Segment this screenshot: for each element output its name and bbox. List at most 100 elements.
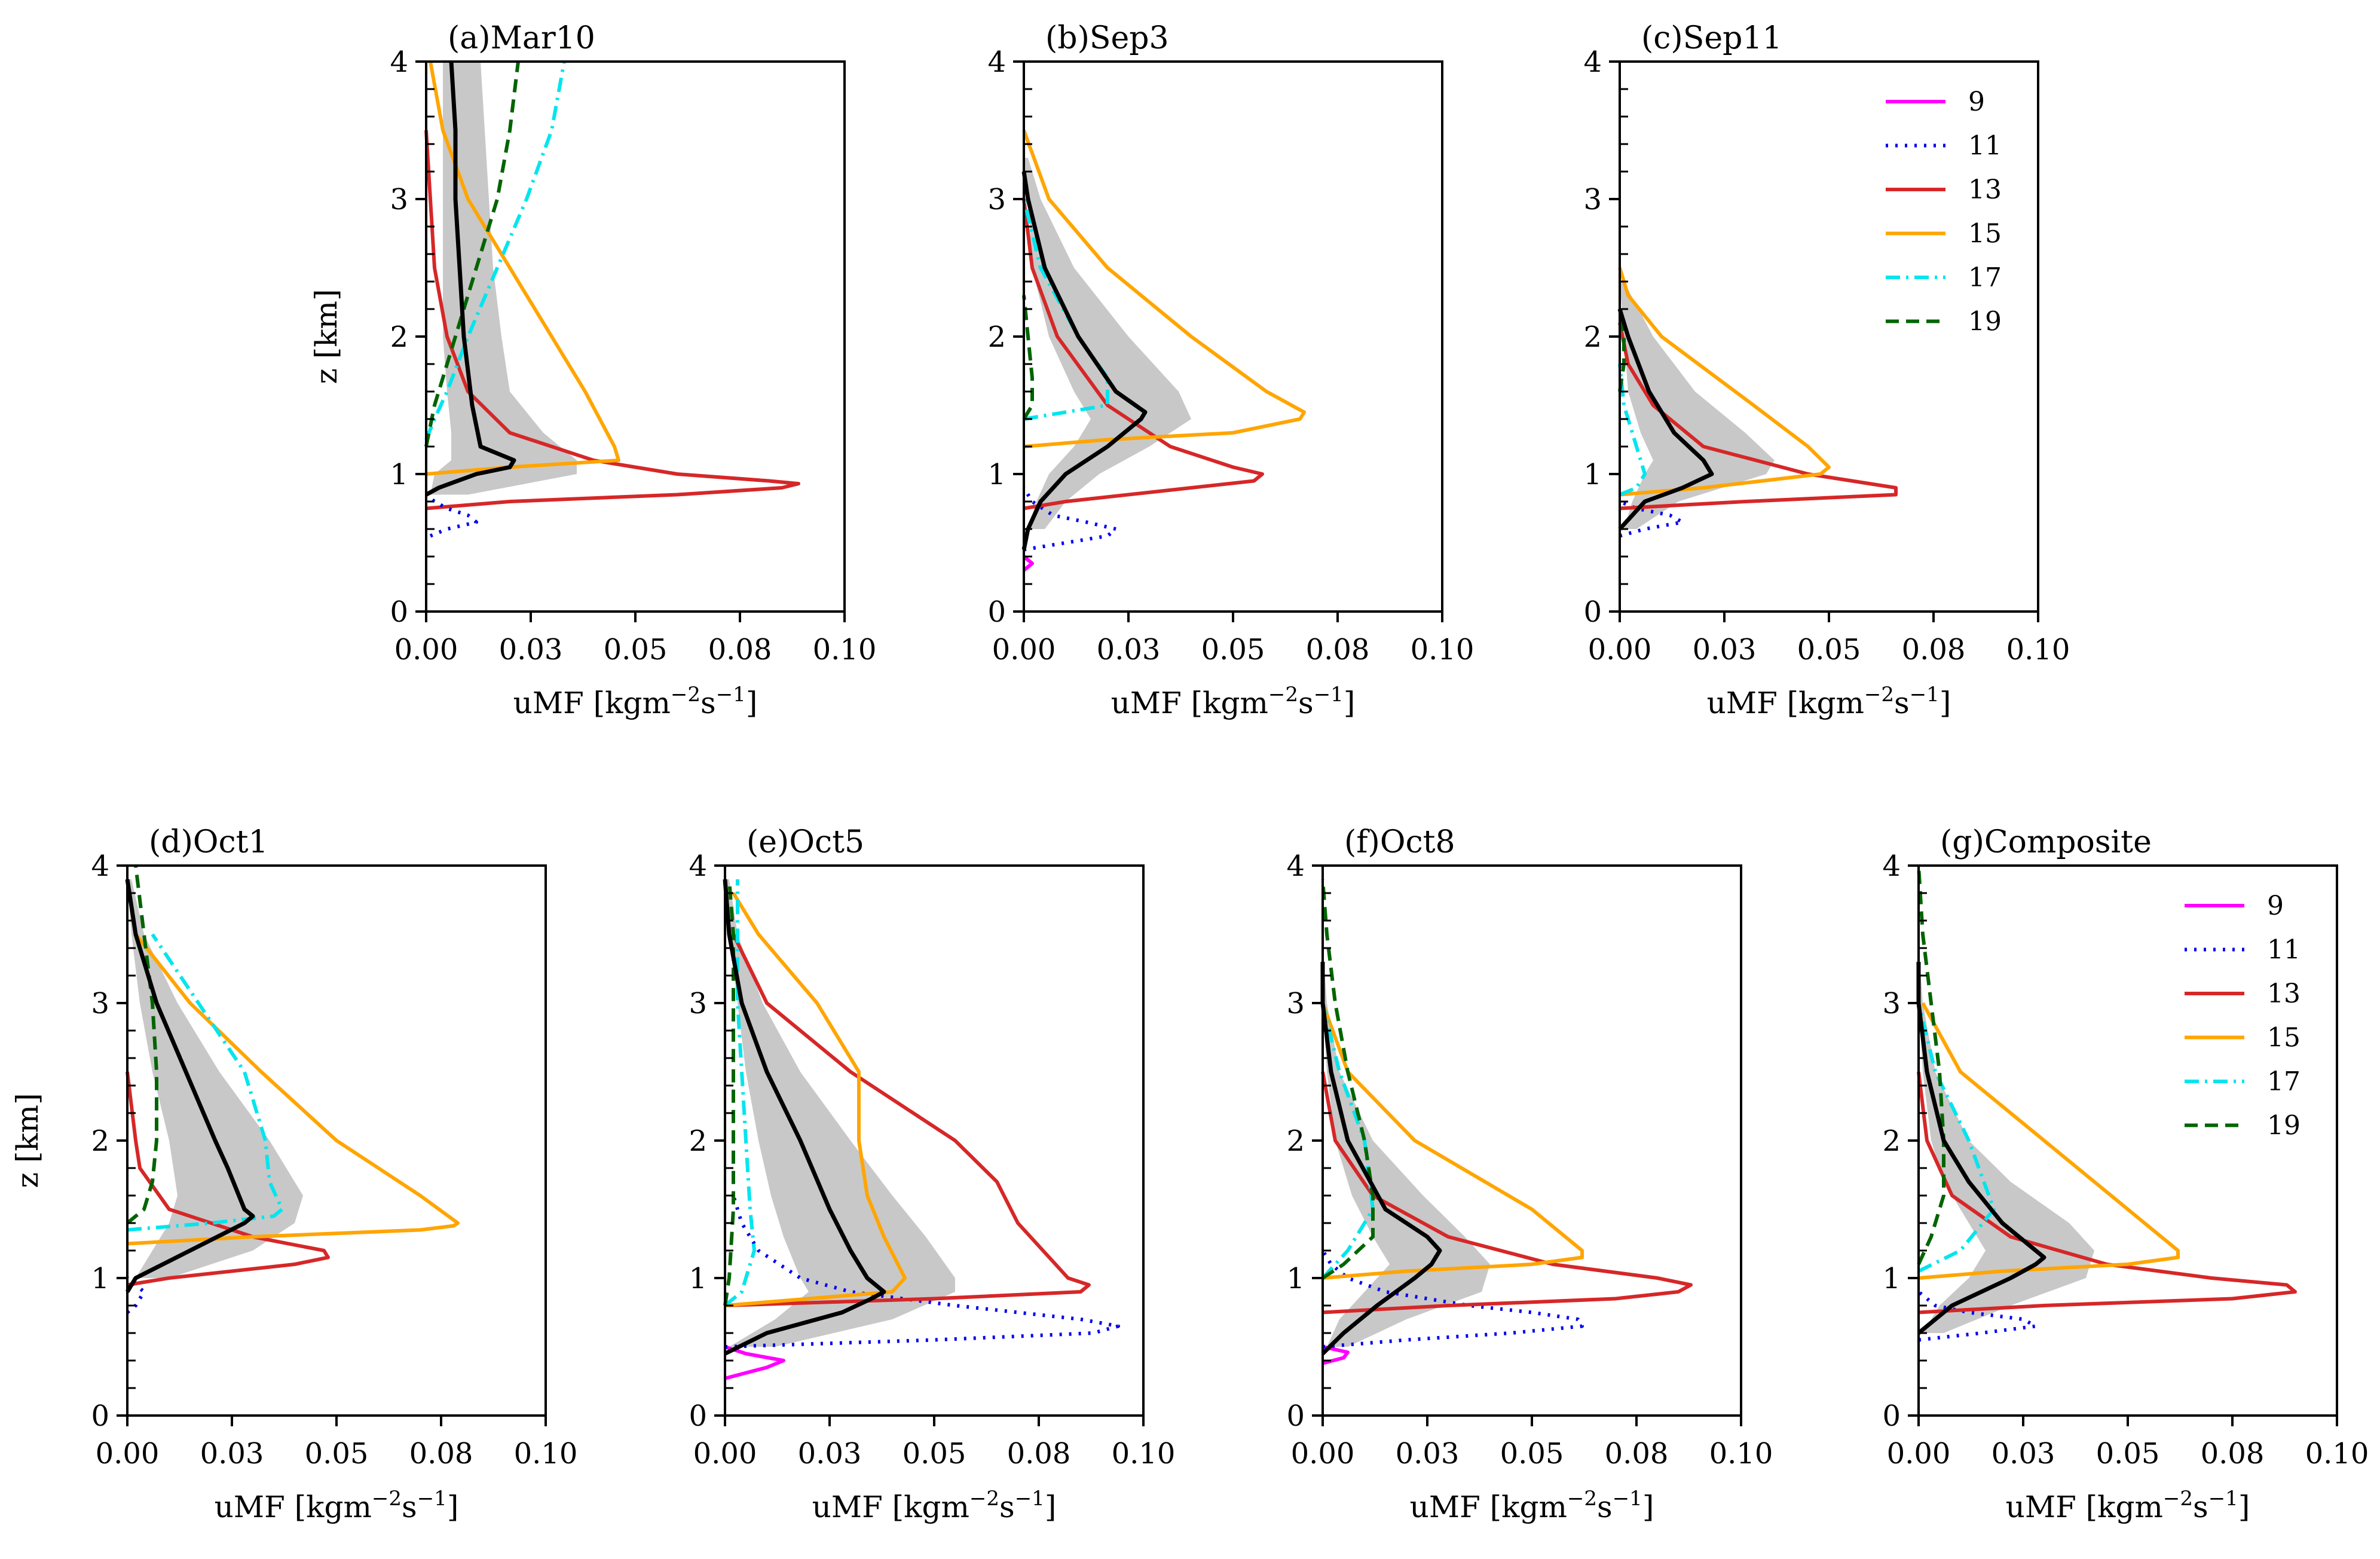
x-tick-label: 0.05 xyxy=(1500,1437,1564,1471)
x-tick-label: 0.00 xyxy=(1291,1437,1355,1471)
panel-5: 0 1 2 3 4 0.00 0.03 0.05 0.08 0.10 (e)Oct5 uMF [kgm… xyxy=(689,824,1175,1524)
series-line-15 xyxy=(127,933,460,1246)
panel-title: (e)Oct5 xyxy=(747,824,864,860)
series-line-15 xyxy=(1918,1002,2180,1280)
series-line-9 xyxy=(724,1345,785,1380)
panel-4: 0 1 2 3 4 0.00 0.03 0.05 0.08 0.10 (d)Oct1 uMF [kgm… xyxy=(10,824,577,1524)
y-tick-label: 4 xyxy=(1583,45,1602,79)
x-tick-label: 0.08 xyxy=(1306,633,1370,667)
x-tick-label: 0.10 xyxy=(514,1437,578,1471)
x-tick-label: 0.08 xyxy=(708,633,772,667)
panel-1: 0 1 2 3 4 0.00 0.03 0.05 0.08 0.10 (a)Mar10 uMF [kg… xyxy=(309,20,876,720)
series-line-13 xyxy=(1321,1071,1693,1315)
y-tick-label: 4 xyxy=(1882,849,1901,883)
mean-line xyxy=(723,879,886,1356)
y-tick-label: 1 xyxy=(987,458,1006,491)
y-tick-label: 3 xyxy=(987,183,1006,216)
y-tick-label: 3 xyxy=(91,987,109,1020)
spread-band xyxy=(1919,948,2094,1333)
legend-label: 17 xyxy=(1968,262,2002,293)
legend-label: 19 xyxy=(1968,307,2002,337)
legend-label: 9 xyxy=(1968,87,1985,117)
legend-label: 15 xyxy=(2267,1023,2301,1053)
y-tick-label: 4 xyxy=(1286,849,1305,883)
legend-label: 11 xyxy=(2267,935,2301,965)
y-tick-label: 2 xyxy=(689,1124,707,1158)
y-tick-label: 2 xyxy=(91,1124,109,1158)
y-tick-label: 0 xyxy=(91,1399,109,1433)
x-tick-label: 0.03 xyxy=(1992,1437,2055,1471)
mean-line xyxy=(1916,962,2046,1335)
panel-6: 0 1 2 3 4 0.00 0.03 0.05 0.08 0.10 (f)Oct8 uMF [kgm… xyxy=(1286,824,1773,1524)
mean-line xyxy=(425,61,516,497)
y-tick-label: 0 xyxy=(987,595,1006,629)
y-tick-label: 3 xyxy=(1286,987,1305,1020)
legend: 9 11 13 15 17 19 xyxy=(2185,891,2301,1141)
y-tick-label: 4 xyxy=(689,849,707,883)
mean-line xyxy=(1021,171,1148,551)
x-axis-label: uMF [kgm−2s−1] xyxy=(215,1487,459,1524)
x-tick-label: 0.00 xyxy=(96,1437,160,1471)
y-axis-label: z [km] xyxy=(309,289,344,384)
x-tick-label: 0.03 xyxy=(499,633,563,667)
x-tick-label: 0.10 xyxy=(1411,633,1475,667)
series-line-19 xyxy=(1321,879,1375,1280)
series-line-15 xyxy=(1022,129,1306,448)
series-line-19 xyxy=(1917,865,1945,1265)
series-line-15 xyxy=(724,892,907,1307)
y-axis-label: z [km] xyxy=(10,1093,45,1188)
y-tick-label: 3 xyxy=(689,987,707,1020)
legend-label: 19 xyxy=(2267,1111,2301,1141)
x-axis-label: uMF [kgm−2s−1] xyxy=(513,683,758,720)
y-tick-label: 0 xyxy=(1583,595,1602,629)
panel-title: (c)Sep11 xyxy=(1641,20,1782,56)
series-line-17 xyxy=(1917,1002,1996,1273)
series-line-13 xyxy=(424,130,800,511)
legend-label: 17 xyxy=(2267,1066,2301,1097)
series-line-15 xyxy=(1321,1002,1584,1280)
series-line-9 xyxy=(1023,555,1034,572)
x-tick-label: 0.03 xyxy=(1693,633,1757,667)
y-tick-label: 1 xyxy=(689,1262,707,1295)
spread-band xyxy=(127,879,303,1278)
series-line-11 xyxy=(425,493,478,538)
series-line-17 xyxy=(724,879,756,1307)
legend-label: 11 xyxy=(1968,131,2002,161)
x-tick-label: 0.08 xyxy=(1902,633,1966,667)
x-tick-label: 0.10 xyxy=(1112,1437,1176,1471)
series-line-11 xyxy=(724,1195,1120,1349)
x-tick-label: 0.00 xyxy=(992,633,1056,667)
panel-title: (b)Sep3 xyxy=(1045,20,1169,56)
y-tick-label: 0 xyxy=(689,1399,707,1433)
legend-label: 9 xyxy=(2267,891,2284,921)
series-line-19 xyxy=(126,865,158,1225)
y-tick-label: 4 xyxy=(987,45,1006,79)
x-tick-label: 0.03 xyxy=(200,1437,264,1471)
x-tick-label: 0.10 xyxy=(2006,633,2070,667)
panel-3: 0 1 2 3 4 0.00 0.03 0.05 0.08 0.10 (c)Sep11 uMF [kg… xyxy=(1583,20,2070,720)
x-tick-label: 0.05 xyxy=(305,1437,369,1471)
mean-line xyxy=(1320,962,1442,1355)
y-tick-label: 0 xyxy=(1286,1399,1305,1433)
x-axis-label: uMF [kgm−2s−1] xyxy=(2006,1487,2250,1524)
y-tick-label: 4 xyxy=(390,45,408,79)
legend-label: 15 xyxy=(1968,219,2002,249)
panel-title: (f)Oct8 xyxy=(1344,824,1455,860)
series-line-13 xyxy=(724,933,1091,1307)
x-tick-label: 0.10 xyxy=(2305,1437,2369,1471)
spread-band xyxy=(430,62,577,495)
x-axis-label: uMF [kgm−2s−1] xyxy=(1707,683,1951,720)
x-axis-label: uMF [kgm−2s−1] xyxy=(1410,1487,1654,1524)
spread-band xyxy=(725,879,955,1347)
series-line-13 xyxy=(1022,198,1264,511)
x-tick-label: 0.05 xyxy=(1201,633,1265,667)
series-line-15 xyxy=(1618,267,1831,497)
y-tick-label: 1 xyxy=(390,458,408,491)
spread-band xyxy=(1024,158,1191,529)
y-tick-label: 3 xyxy=(1882,987,1901,1020)
x-tick-label: 0.00 xyxy=(1588,633,1652,667)
y-tick-label: 1 xyxy=(91,1262,109,1295)
x-tick-label: 0.08 xyxy=(2201,1437,2265,1471)
series-line-17 xyxy=(127,933,284,1232)
